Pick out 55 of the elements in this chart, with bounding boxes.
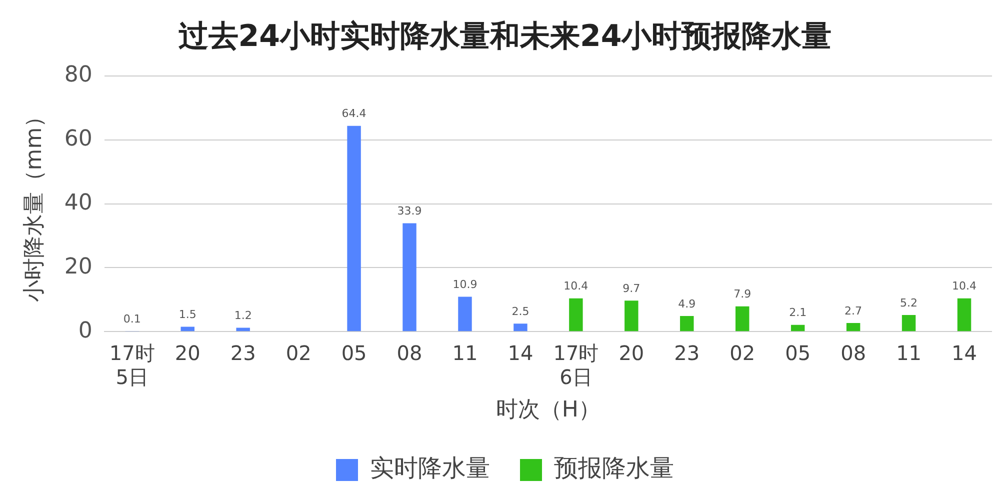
x-tick-label: 05: [341, 340, 367, 365]
y-tick-label: 0: [78, 318, 92, 344]
data-label: 4.9: [678, 297, 696, 310]
x-tick-label: 08: [840, 340, 866, 365]
x-tick-label: 17时 5日: [109, 340, 155, 389]
y-axis-title: 小时降水量（mm）: [22, 105, 47, 302]
x-tick-label: 05: [785, 340, 811, 365]
data-label: 33.9: [397, 204, 422, 218]
x-tick-label: 14: [952, 340, 977, 365]
data-label: 10.4: [952, 280, 977, 293]
bar: [236, 328, 250, 332]
bar: [402, 223, 416, 332]
bar: [902, 314, 916, 332]
x-tick-label: 02: [286, 340, 312, 365]
bar: [790, 324, 805, 332]
bar: [846, 322, 860, 332]
x-tick-label: 11: [452, 340, 478, 365]
y-tick-label: 20: [64, 254, 92, 280]
data-label: 2.7: [844, 304, 862, 318]
legend-label: 预报降水量: [554, 454, 674, 482]
data-label: 10.4: [564, 280, 588, 293]
bar: [569, 298, 583, 332]
bar: [957, 298, 972, 332]
x-axis-title: 时次（H）: [496, 398, 600, 423]
data-label: 2.5: [512, 304, 530, 318]
y-tick-label: 80: [64, 62, 92, 88]
legend-label: 实时降水量: [370, 454, 490, 482]
data-label: 5.2: [900, 296, 918, 310]
data-label: 9.7: [622, 282, 640, 295]
data-label: 2.1: [789, 306, 807, 320]
bar: [458, 296, 472, 332]
bar: [514, 324, 528, 332]
y-tick-label: 40: [64, 190, 92, 216]
x-tick-label: 23: [674, 340, 700, 365]
y-tick-label: 60: [64, 126, 92, 152]
data-label: 0.1: [123, 312, 141, 326]
data-label: 64.4: [342, 107, 366, 120]
x-tick-label: 17时 6日: [553, 340, 599, 389]
x-tick-label: 20: [618, 340, 644, 365]
bar: [180, 326, 194, 332]
data-label: 10.9: [452, 278, 478, 292]
bar: [624, 300, 638, 332]
data-label: 1.2: [234, 309, 252, 322]
x-tick-label: 11: [896, 340, 922, 365]
bar: [347, 126, 361, 332]
chart-title: 过去24小时实时降水量和未来24小时预报降水量: [178, 18, 832, 54]
x-tick-label: 20: [174, 340, 200, 365]
x-tick-label: 08: [396, 340, 422, 365]
data-label: 1.5: [178, 308, 196, 322]
data-label: 7.9: [734, 288, 752, 301]
x-tick-label: 02: [730, 340, 756, 365]
x-tick-label: 23: [230, 340, 256, 365]
bar: [735, 306, 750, 332]
bar: [680, 316, 694, 332]
x-tick-label: 14: [508, 340, 534, 365]
